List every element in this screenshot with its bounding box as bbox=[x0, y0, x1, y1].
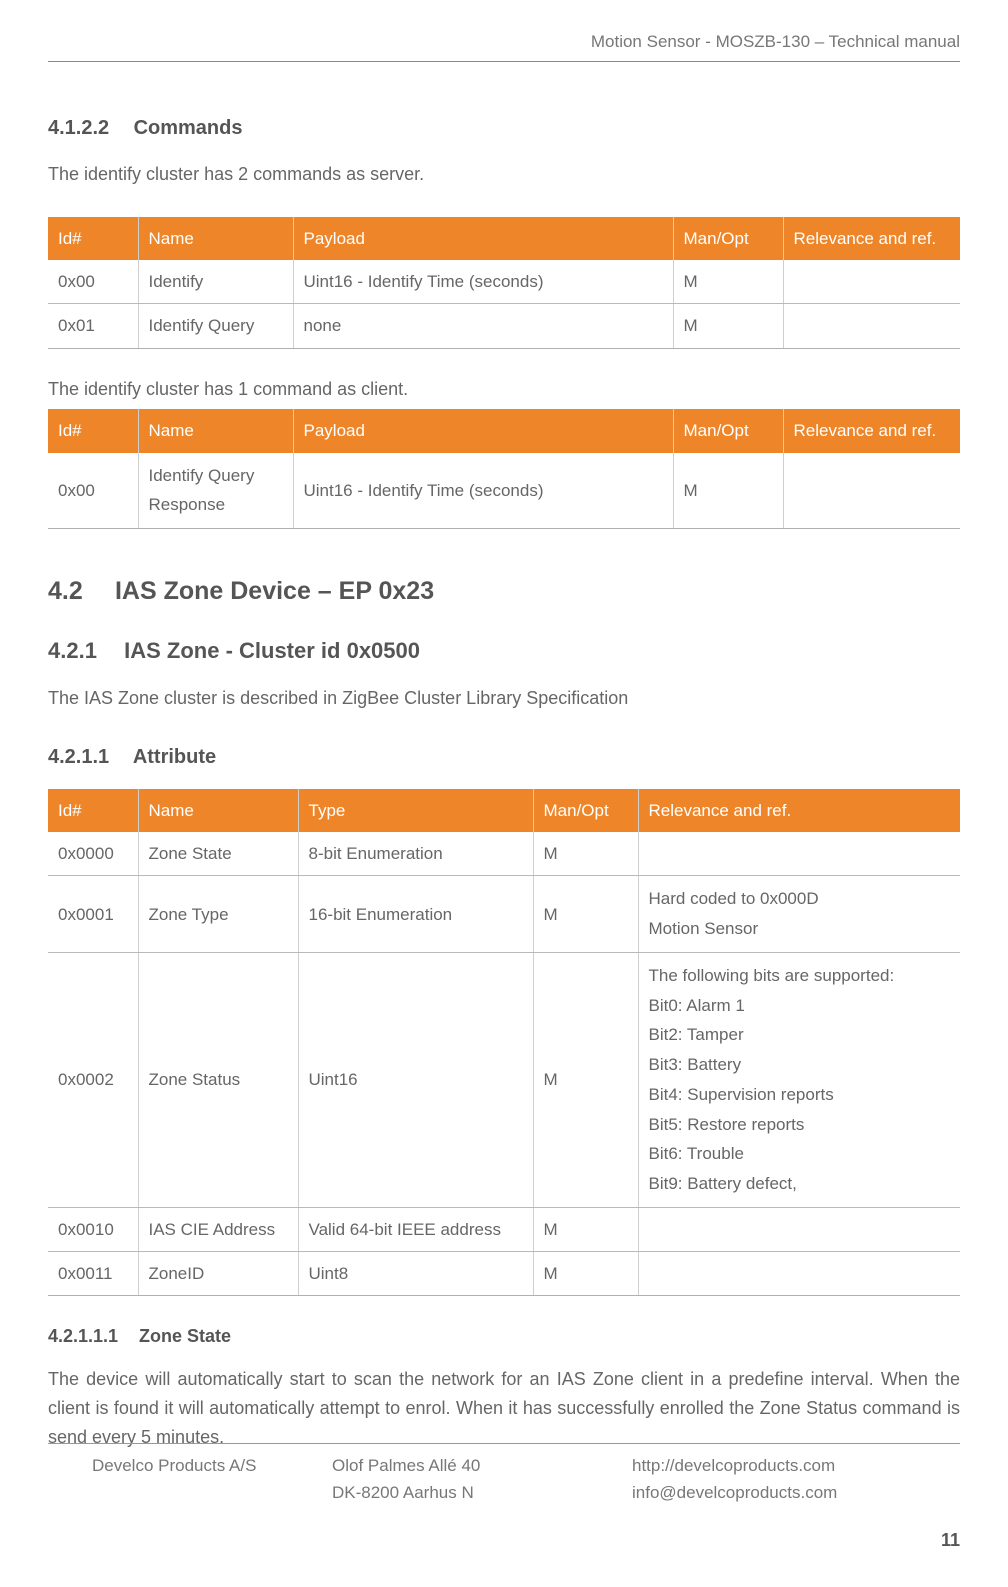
page-number: 11 bbox=[48, 1526, 960, 1555]
table-header-cell: Name bbox=[138, 789, 298, 832]
table-header-cell: Type bbox=[298, 789, 533, 832]
table-header-cell: Relevance and ref. bbox=[638, 789, 960, 832]
table-cell: 8-bit Enumeration bbox=[298, 832, 533, 876]
heading-title: IAS Zone - Cluster id 0x0500 bbox=[124, 638, 420, 663]
heading-number: 4.2 bbox=[48, 571, 108, 611]
commands-server-table: Id#NamePayloadMan/OptRelevance and ref.0… bbox=[48, 217, 960, 349]
table-header-cell: Man/Opt bbox=[673, 409, 783, 452]
table-cell: Identify bbox=[138, 260, 293, 304]
heading-title: IAS Zone Device – EP 0x23 bbox=[115, 577, 434, 605]
table-cell: none bbox=[293, 304, 673, 348]
table-row: 0x0000Zone State8-bit EnumerationM bbox=[48, 832, 960, 876]
table-cell: Identify QueryResponse bbox=[138, 453, 293, 529]
table-row: 0x0002Zone StatusUint16MThe following bi… bbox=[48, 952, 960, 1207]
table-header-cell: Payload bbox=[293, 217, 673, 260]
table-cell: Zone Type bbox=[138, 876, 298, 953]
table-header-cell: Id# bbox=[48, 217, 138, 260]
table-cell: M bbox=[533, 952, 638, 1207]
heading-number: 4.2.1.1.1 bbox=[48, 1322, 134, 1351]
table-cell: 0x00 bbox=[48, 260, 138, 304]
table-cell: Zone Status bbox=[138, 952, 298, 1207]
heading-title: Zone State bbox=[139, 1326, 231, 1346]
table-cell: Uint16 bbox=[298, 952, 533, 1207]
heading-number: 4.2.1.1 bbox=[48, 741, 128, 773]
table-header-cell: Payload bbox=[293, 409, 673, 452]
table-row: 0x00IdentifyUint16 - Identify Time (seco… bbox=[48, 260, 960, 304]
table-cell: M bbox=[533, 876, 638, 953]
footer-url: http://develcoproducts.com bbox=[632, 1452, 837, 1479]
heading-4-2-1-1: 4.2.1.1 Attribute bbox=[48, 741, 960, 773]
table-cell: The following bits are supported:Bit0: A… bbox=[638, 952, 960, 1207]
table-cell: Zone State bbox=[138, 832, 298, 876]
footer-company: Develco Products A/S bbox=[92, 1452, 332, 1506]
table-cell bbox=[783, 453, 960, 529]
footer-email: info@develcoproducts.com bbox=[632, 1479, 837, 1506]
table-cell: 0x0010 bbox=[48, 1207, 138, 1251]
footer-address-line: DK-8200 Aarhus N bbox=[332, 1479, 632, 1506]
table-cell: 0x0001 bbox=[48, 876, 138, 953]
table-header-cell: Man/Opt bbox=[673, 217, 783, 260]
footer-contact: http://develcoproducts.com info@develcop… bbox=[632, 1452, 837, 1506]
table-header-cell: Relevance and ref. bbox=[783, 217, 960, 260]
footer-columns: Develco Products A/S Olof Palmes Allé 40… bbox=[48, 1452, 960, 1506]
table-cell: Uint8 bbox=[298, 1252, 533, 1296]
table-cell: 0x0002 bbox=[48, 952, 138, 1207]
table-header-cell: Man/Opt bbox=[533, 789, 638, 832]
table-cell: 0x01 bbox=[48, 304, 138, 348]
table-cell: M bbox=[673, 304, 783, 348]
table-cell bbox=[783, 260, 960, 304]
table-header-cell: Id# bbox=[48, 789, 138, 832]
table-cell: 0x00 bbox=[48, 453, 138, 529]
table-cell: M bbox=[533, 1207, 638, 1251]
heading-number: 4.2.1 bbox=[48, 633, 118, 668]
table-row: 0x01Identify QuerynoneM bbox=[48, 304, 960, 348]
table-cell bbox=[638, 832, 960, 876]
table-row: 0x0011ZoneIDUint8M bbox=[48, 1252, 960, 1296]
table-cell: 0x0000 bbox=[48, 832, 138, 876]
table-cell: 16-bit Enumeration bbox=[298, 876, 533, 953]
running-header: Motion Sensor - MOSZB-130 – Technical ma… bbox=[48, 28, 960, 62]
heading-4-2: 4.2 IAS Zone Device – EP 0x23 bbox=[48, 571, 960, 611]
heading-4-2-1-1-1: 4.2.1.1.1 Zone State bbox=[48, 1322, 960, 1351]
table-cell: M bbox=[533, 1252, 638, 1296]
table-row: 0x0010IAS CIE AddressValid 64-bit IEEE a… bbox=[48, 1207, 960, 1251]
footer-address-line: Olof Palmes Allé 40 bbox=[332, 1452, 632, 1479]
attribute-table: Id#NameTypeMan/OptRelevance and ref.0x00… bbox=[48, 789, 960, 1296]
commands-client-table: Id#NamePayloadMan/OptRelevance and ref.0… bbox=[48, 409, 960, 529]
table-cell: M bbox=[673, 453, 783, 529]
table-cell: Identify Query bbox=[138, 304, 293, 348]
page-footer: Develco Products A/S Olof Palmes Allé 40… bbox=[48, 1443, 960, 1555]
table-header-cell: Relevance and ref. bbox=[783, 409, 960, 452]
table-cell: M bbox=[673, 260, 783, 304]
table-cell: M bbox=[533, 832, 638, 876]
paragraph: The identify cluster has 2 commands as s… bbox=[48, 160, 960, 189]
heading-4-2-1: 4.2.1 IAS Zone - Cluster id 0x0500 bbox=[48, 633, 960, 668]
table-cell: Hard coded to 0x000DMotion Sensor bbox=[638, 876, 960, 953]
paragraph: The identify cluster has 1 command as cl… bbox=[48, 375, 960, 404]
table-cell: ZoneID bbox=[138, 1252, 298, 1296]
table-header-cell: Id# bbox=[48, 409, 138, 452]
table-cell: 0x0011 bbox=[48, 1252, 138, 1296]
paragraph: The IAS Zone cluster is described in Zig… bbox=[48, 684, 960, 713]
heading-title: Commands bbox=[134, 117, 243, 139]
table-cell: Valid 64-bit IEEE address bbox=[298, 1207, 533, 1251]
footer-address: Olof Palmes Allé 40 DK-8200 Aarhus N bbox=[332, 1452, 632, 1506]
table-cell: IAS CIE Address bbox=[138, 1207, 298, 1251]
heading-title: Attribute bbox=[133, 746, 216, 768]
table-header-cell: Name bbox=[138, 409, 293, 452]
table-row: 0x0001Zone Type16-bit EnumerationMHard c… bbox=[48, 876, 960, 953]
table-row: 0x00Identify QueryResponseUint16 - Ident… bbox=[48, 453, 960, 529]
table-cell bbox=[638, 1252, 960, 1296]
table-header-cell: Name bbox=[138, 217, 293, 260]
table-cell: Uint16 - Identify Time (seconds) bbox=[293, 453, 673, 529]
page-content: Motion Sensor - MOSZB-130 – Technical ma… bbox=[0, 0, 1008, 1451]
table-cell: Uint16 - Identify Time (seconds) bbox=[293, 260, 673, 304]
footer-rule bbox=[48, 1443, 960, 1444]
paragraph: The device will automatically start to s… bbox=[48, 1365, 960, 1451]
heading-4-1-2-2: 4.1.2.2 Commands bbox=[48, 112, 960, 144]
table-cell bbox=[638, 1207, 960, 1251]
table-cell bbox=[783, 304, 960, 348]
heading-number: 4.1.2.2 bbox=[48, 112, 128, 144]
